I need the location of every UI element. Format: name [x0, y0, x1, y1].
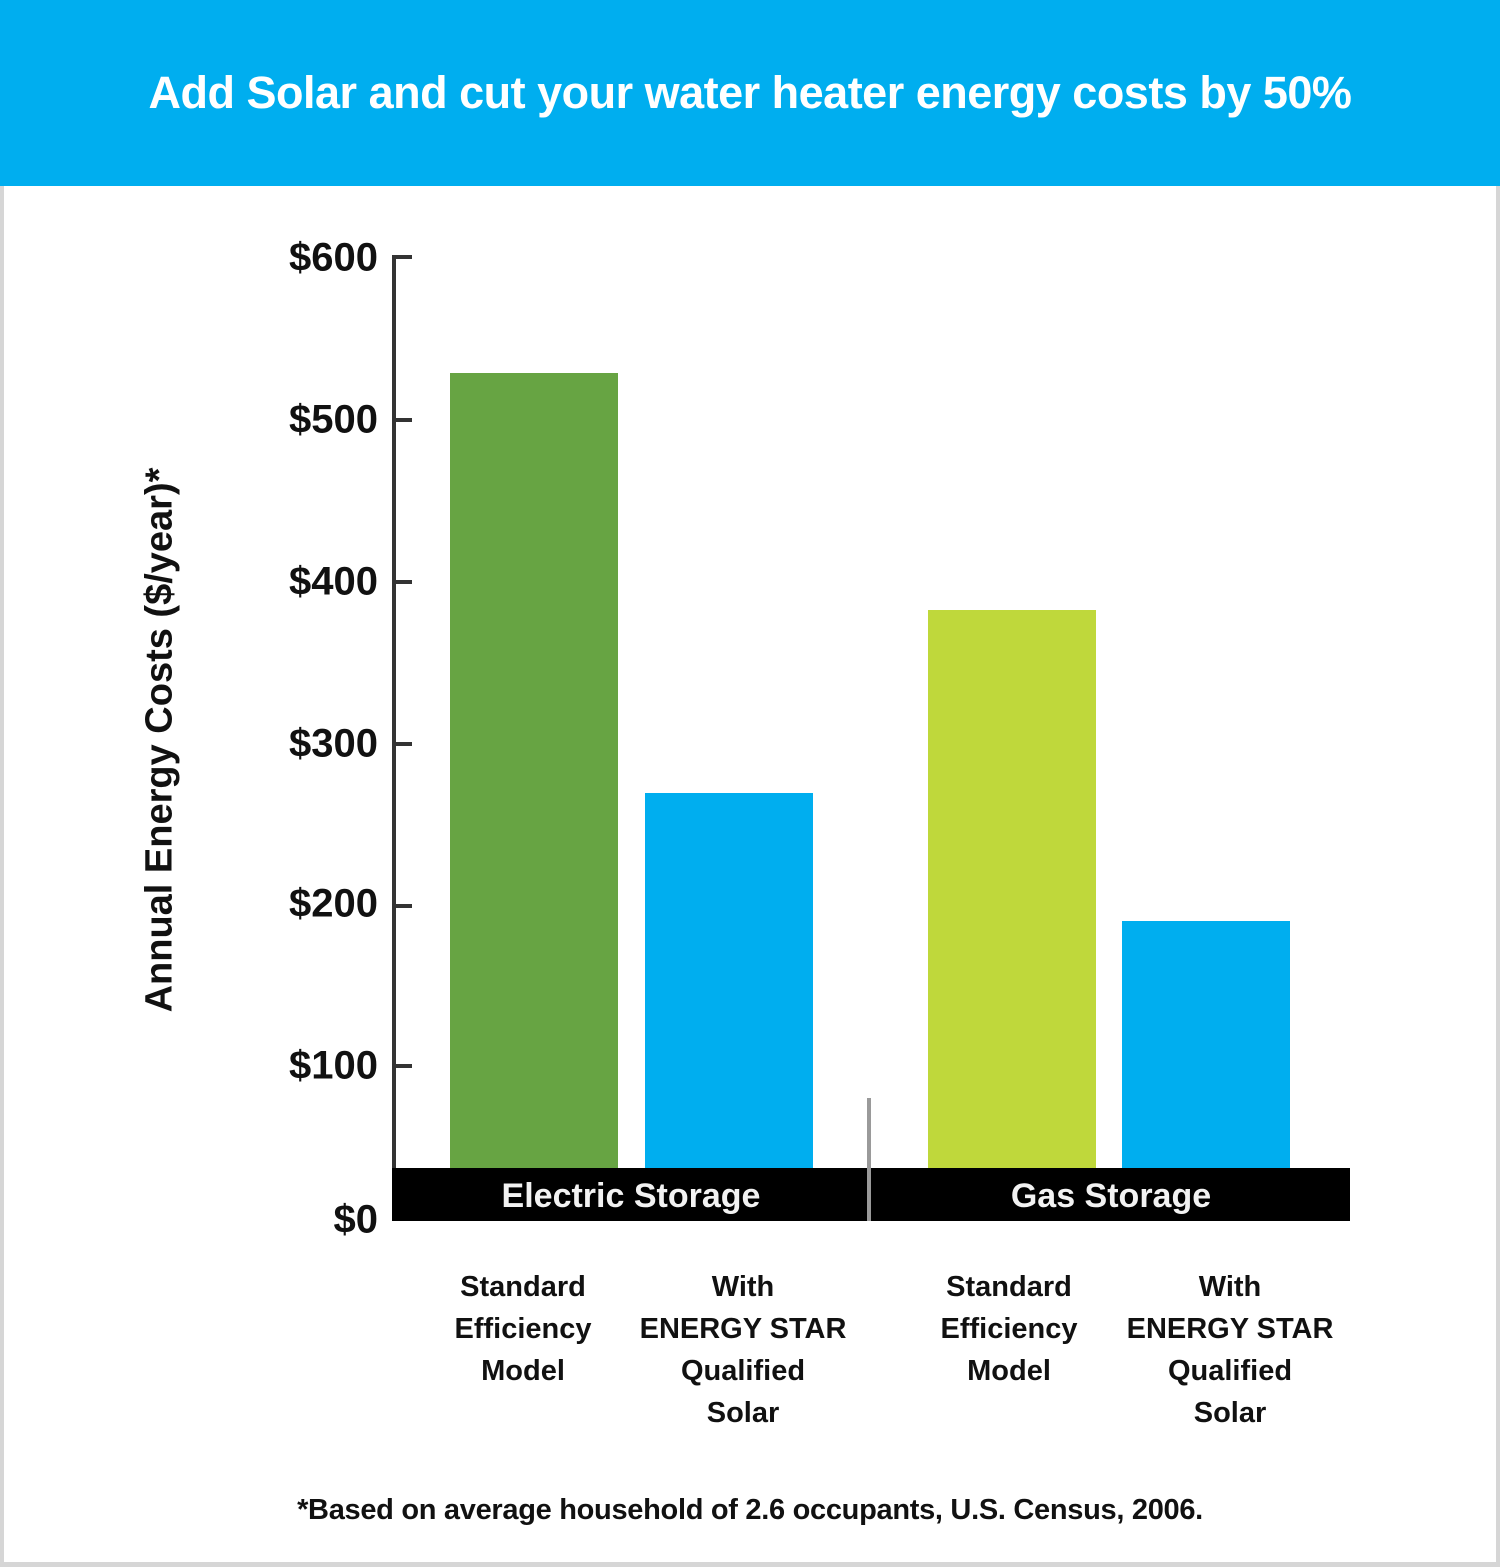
y-tick-label: $400 [289, 559, 378, 604]
y-tick-label: $200 [289, 881, 378, 926]
y-tick-label: $0 [333, 1197, 379, 1242]
y-tick-200 [392, 904, 412, 908]
y-tick-600 [392, 255, 412, 259]
y-tick-300 [392, 742, 412, 746]
bar-electric-solar [645, 793, 813, 1168]
group-band [392, 1168, 1350, 1221]
bar-electric-standard [450, 372, 618, 1168]
y-axis-line [392, 257, 396, 1221]
y-tick-label: $300 [289, 721, 378, 766]
y-tick-label: $100 [289, 1043, 378, 1088]
category-label: With ENERGY STAR Qualified Solar [1126, 1271, 1334, 1429]
bar-gas-standard [928, 610, 1096, 1168]
y-tick-label: $500 [289, 397, 378, 442]
bar-gas-solar [1122, 921, 1290, 1168]
y-axis-label: Annual Energy Costs ($/year)* [138, 467, 181, 1013]
y-tick-500 [392, 418, 412, 422]
chart-title: Add Solar and cut your water heater ener… [148, 67, 1352, 118]
y-tick-400 [392, 580, 412, 584]
y-tick-label: $600 [289, 235, 378, 280]
y-tick-100 [392, 1064, 412, 1068]
category-label: Standard Efficiency Model [454, 1271, 592, 1387]
group-label-electric: Electric Storage [501, 1177, 761, 1215]
category-label: Standard Efficiency Model [940, 1271, 1078, 1387]
chart-header: Add Solar and cut your water heater ener… [0, 0, 1500, 186]
category-label: With ENERGY STAR Qualified Solar [639, 1271, 847, 1429]
footnote: *Based on average household of 2.6 occup… [297, 1494, 1203, 1526]
group-divider [867, 1098, 871, 1221]
group-label-gas: Gas Storage [1010, 1177, 1212, 1215]
